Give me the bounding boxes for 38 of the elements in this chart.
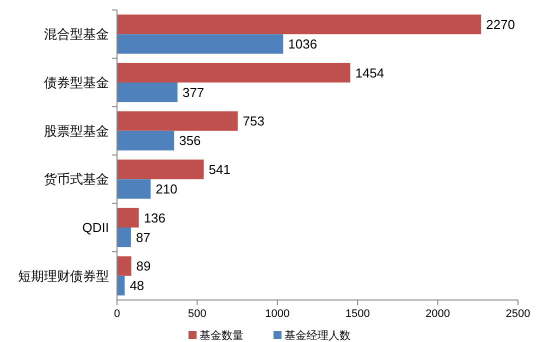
bar (117, 179, 151, 199)
x-tick-label: 500 (188, 308, 206, 320)
x-tick-label: 1500 (345, 308, 370, 320)
bar (117, 111, 238, 131)
bar (117, 256, 132, 276)
bar (117, 160, 204, 180)
data-label: 1454 (355, 65, 384, 80)
bar (117, 14, 482, 34)
bar (117, 276, 125, 296)
legend-label: 基金经理人数 (284, 329, 350, 342)
y-tick-label: 短期理财债券型 (18, 268, 109, 284)
bar (117, 34, 284, 54)
data-label: 377 (182, 84, 204, 100)
data-label: 356 (179, 133, 201, 148)
x-tick-label: 2000 (426, 308, 450, 320)
bar (117, 82, 178, 102)
y-tick-label: QDII (82, 220, 109, 236)
data-label: 2270 (486, 16, 516, 32)
legend-label: 基金数量 (200, 329, 244, 342)
data-label: 48 (130, 278, 144, 294)
x-tick-label: 2500 (506, 308, 530, 320)
data-label: 136 (144, 210, 166, 226)
bar (117, 228, 131, 248)
data-label: 210 (156, 182, 178, 197)
bar (117, 130, 174, 150)
x-tick-label: 1000 (265, 308, 290, 320)
y-tick-label: 混合型基金 (44, 26, 109, 42)
y-tick-label: 债券型基金 (44, 75, 109, 90)
x-tick-label: 0 (114, 308, 120, 320)
data-label: 753 (242, 114, 264, 129)
data-label: 87 (136, 230, 150, 245)
bar (117, 62, 350, 82)
bar (117, 208, 139, 228)
data-label: 541 (208, 162, 230, 177)
y-tick-label: 货币式基金 (44, 172, 109, 187)
y-tick-label: 股票型基金 (44, 123, 109, 138)
data-label: 1036 (288, 36, 318, 52)
data-label: 89 (136, 258, 151, 274)
